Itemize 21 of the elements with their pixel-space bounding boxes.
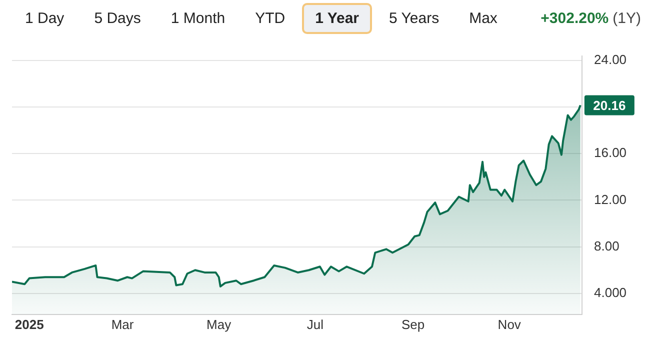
text: 5 Days bbox=[93, 8, 142, 28]
y-tick-label: 16.00 bbox=[594, 145, 627, 160]
x-tick-label: Sep bbox=[401, 316, 425, 332]
y-tick-label: 12.00 bbox=[594, 192, 627, 207]
text: 1 Day bbox=[24, 8, 66, 28]
y-tick-label: 24.00 bbox=[594, 52, 627, 68]
text: 1 Year bbox=[302, 2, 372, 34]
x-tick-label: Nov bbox=[498, 316, 522, 332]
text: (1Y) bbox=[612, 10, 641, 26]
text: 1 Month bbox=[170, 8, 226, 28]
y-tick-label: 4.000 bbox=[594, 285, 627, 300]
x-tick-label: 2025 bbox=[14, 316, 44, 332]
y-tick-label: 8.00 bbox=[594, 238, 620, 254]
text: +302.20% bbox=[540, 10, 609, 26]
x-tick-label: Mar bbox=[111, 316, 134, 332]
x-tick-label: May bbox=[206, 316, 232, 332]
annotation: 20.16 bbox=[593, 98, 626, 113]
text: YTD bbox=[254, 8, 286, 28]
text: 5 Years bbox=[388, 8, 440, 28]
text: Max bbox=[468, 8, 498, 28]
x-tick-label: Jul bbox=[306, 316, 324, 332]
